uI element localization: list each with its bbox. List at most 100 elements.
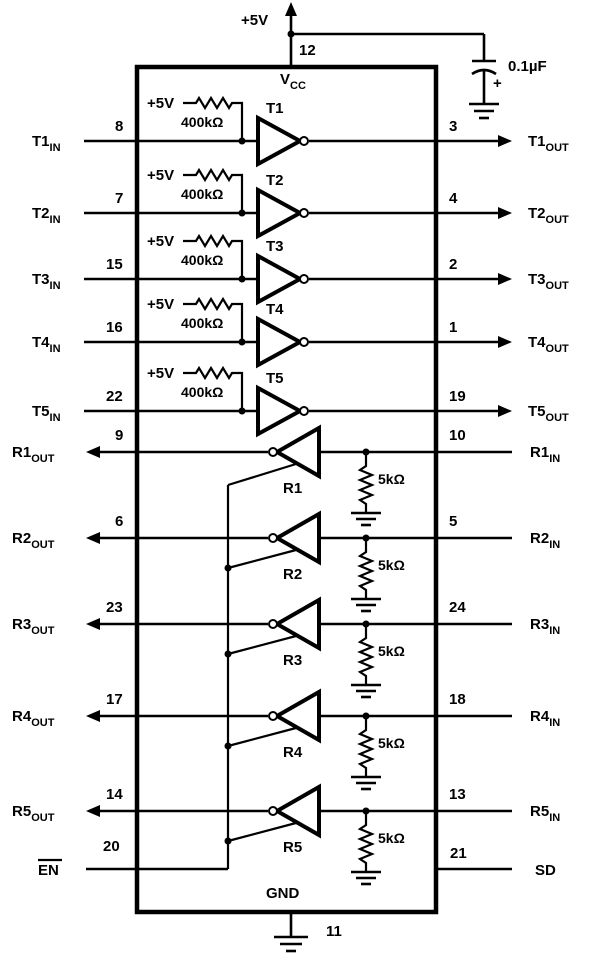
pullup-supply-label: +5V (147, 233, 174, 250)
transmitter-5: +5V 400kΩ T5 22 19 T5IN T5OUT (32, 365, 569, 438)
rx-output-pin-number: 23 (106, 599, 123, 616)
tx-input-label: T3IN (32, 271, 61, 292)
vcc-pin-number: 12 (299, 42, 316, 59)
receiver-name: R1 (283, 480, 302, 497)
inverter-bubble-icon (268, 447, 278, 457)
rx-output-pin-number: 6 (115, 513, 123, 530)
gnd-pin-number: 11 (326, 923, 342, 940)
ic-package-outline (134, 64, 439, 915)
receiver-buffer-icon (272, 783, 321, 839)
pullup-resistor-icon (183, 296, 244, 342)
rx-output-label: R2OUT (12, 530, 55, 551)
pullup-junction (238, 407, 246, 415)
pulldown-resistor-icon (357, 538, 375, 598)
rx-input-pin-number: 18 (449, 691, 466, 708)
tx-output-label: T1OUT (528, 133, 569, 154)
output-arrow-icon (86, 618, 100, 630)
rx-input-label: R1IN (530, 444, 560, 465)
pullup-junction (238, 137, 246, 145)
pulldown-resistor-icon (357, 811, 375, 871)
pullup-junction (238, 338, 246, 346)
pullup-junction (238, 209, 246, 217)
cap-ground-icon (469, 102, 499, 120)
tx-input-label: T2IN (32, 205, 61, 226)
pulldown-resistor-icon (357, 624, 375, 684)
tx-input-pin-number: 8 (115, 118, 123, 135)
pullup-value-label: 400kΩ (181, 384, 223, 400)
receiver-section: 5kΩ R1 9 10 R1OUT R1IN 5kΩ R2 6 5 R2OUT R2IN 5kΩ R3 23… (12, 424, 560, 886)
enable-connection-wire (227, 726, 297, 748)
pulldown-resistor-icon (357, 452, 375, 512)
transmitter-name: T4 (266, 301, 284, 318)
transmitter-name: T1 (266, 100, 284, 117)
sd-pin-number: 21 (450, 845, 467, 862)
inverter-bubble-icon (299, 136, 309, 146)
rx-input-pin-number: 10 (449, 427, 466, 444)
tx-output-pin-number: 1 (449, 319, 457, 336)
gnd-label: GND (266, 885, 300, 902)
tx-output-pin-number: 19 (449, 388, 466, 405)
enable-connection-wire (227, 634, 297, 656)
ground-icon (351, 683, 381, 699)
output-arrow-icon (86, 710, 100, 722)
driver-buffer-icon (256, 252, 305, 306)
pullup-resistor-icon (183, 233, 244, 279)
pullup-supply-label: +5V (147, 95, 174, 112)
tx-output-label: T4OUT (528, 334, 569, 355)
tx-input-label: T1IN (32, 133, 61, 154)
tx-output-pin-number: 2 (449, 256, 457, 273)
rx-input-pin-number: 13 (449, 786, 466, 803)
pullup-supply-label: +5V (147, 296, 174, 313)
rx-output-label: R5OUT (12, 803, 55, 824)
transmitter-3: +5V 400kΩ T3 15 2 T3IN T3OUT (32, 233, 569, 306)
output-arrow-icon (86, 532, 100, 544)
tx-output-pin-number: 3 (449, 118, 457, 135)
output-arrow-icon (498, 336, 512, 348)
pulldown-resistor-icon (357, 716, 375, 776)
ground-icon (351, 511, 381, 527)
rx-input-label: R3IN (530, 616, 560, 637)
output-arrow-icon (498, 405, 512, 417)
pullup-resistor-icon (183, 167, 244, 213)
receiver-5: 5kΩ R5 14 13 R5OUT R5IN (12, 783, 560, 886)
pullup-value-label: 400kΩ (181, 315, 223, 331)
cap-polarity: + (493, 75, 502, 92)
output-arrow-icon (86, 805, 100, 817)
driver-buffer-icon (256, 384, 305, 438)
transmitter-1: +5V 400kΩ T1 8 3 T1IN T1OUT (32, 95, 569, 168)
enable-connection-wire (227, 548, 297, 570)
receiver-name: R4 (283, 744, 303, 761)
supply-arrow-icon (285, 2, 297, 16)
rx-input-label: R5IN (530, 803, 560, 824)
transmitter-section: +5V 400kΩ T1 8 3 T1IN T1OUT +5V 400kΩ T2 7 4 T2IN T2O… (32, 95, 569, 438)
driver-buffer-icon (256, 114, 305, 168)
ground-icon (351, 775, 381, 791)
inverter-bubble-icon (299, 337, 309, 347)
transmitter-name: T5 (266, 370, 284, 387)
receiver-name: R2 (283, 566, 302, 583)
receiver-buffer-icon (272, 424, 321, 480)
receiver-1: 5kΩ R1 9 10 R1OUT R1IN (12, 424, 560, 527)
tx-output-label: T2OUT (528, 205, 569, 226)
driver-buffer-icon (256, 315, 305, 369)
tx-output-label: T5OUT (528, 403, 569, 424)
pullup-junction (238, 275, 246, 283)
tx-input-pin-number: 22 (106, 388, 123, 405)
receiver-buffer-icon (272, 510, 321, 566)
tx-input-pin-number: 7 (115, 190, 123, 207)
receiver-3: 5kΩ R3 23 24 R3OUT R3IN (12, 596, 560, 699)
vcc-label: VCC (280, 71, 306, 92)
receiver-name: R3 (283, 652, 302, 669)
pulldown-value-label: 5kΩ (378, 557, 405, 573)
ground-icon (351, 597, 381, 613)
pulldown-value-label: 5kΩ (378, 735, 405, 751)
rx-output-pin-number: 9 (115, 427, 123, 444)
enable-connection-wire (227, 462, 297, 487)
rx-output-pin-number: 14 (106, 786, 123, 803)
pullup-supply-label: +5V (147, 365, 174, 382)
output-arrow-icon (498, 135, 512, 147)
inverter-bubble-icon (268, 806, 278, 816)
inverter-bubble-icon (268, 533, 278, 543)
ground-icon (351, 870, 381, 886)
